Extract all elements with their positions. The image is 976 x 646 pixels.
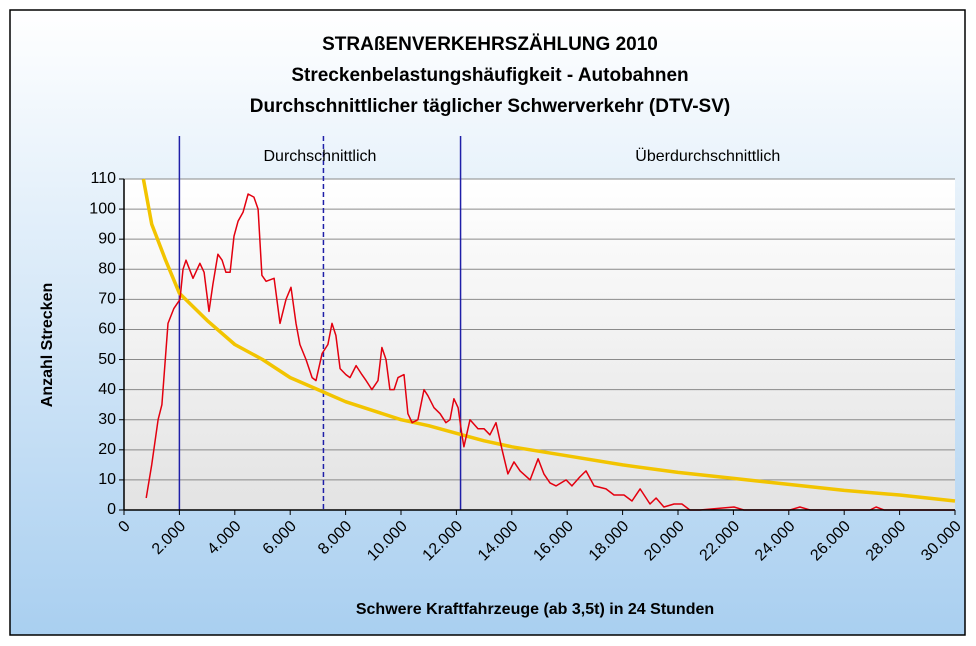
- y-axis-label: Anzahl Strecken: [39, 283, 56, 407]
- y-tick-label: 30: [98, 411, 116, 428]
- data-line: [141, 178, 956, 503]
- chart-title: STRAßENVERKEHRSZÄHLUNG 2010: [322, 34, 658, 55]
- y-tick-label: 40: [98, 381, 116, 398]
- y-tick-label: 60: [98, 321, 116, 338]
- y-tick-label: 100: [89, 200, 116, 217]
- y-tick-label: 50: [98, 351, 116, 368]
- y-tick-label: 90: [98, 230, 116, 247]
- chart-description: Durchschnittlicher täglicher Schwerverke…: [250, 96, 730, 117]
- chart-subtitle: Streckenbelastungshäufigkeit - Autobahne…: [291, 65, 688, 86]
- y-tick-label: 70: [98, 291, 116, 308]
- region-label: Durchschnittlich: [264, 148, 377, 165]
- plot-area: [124, 179, 955, 510]
- x-axis-label: Schwere Kraftfahrzeuge (ab 3,5t) in 24 S…: [356, 601, 714, 618]
- y-tick-label: 0: [107, 501, 116, 518]
- y-tick-label: 10: [98, 471, 116, 488]
- data-line: [145, 193, 955, 511]
- y-tick-label: 110: [90, 170, 116, 187]
- region-label: Überdurchschnittlich: [635, 147, 780, 165]
- y-tick-label: 20: [98, 441, 116, 458]
- y-tick-label: 80: [98, 260, 116, 277]
